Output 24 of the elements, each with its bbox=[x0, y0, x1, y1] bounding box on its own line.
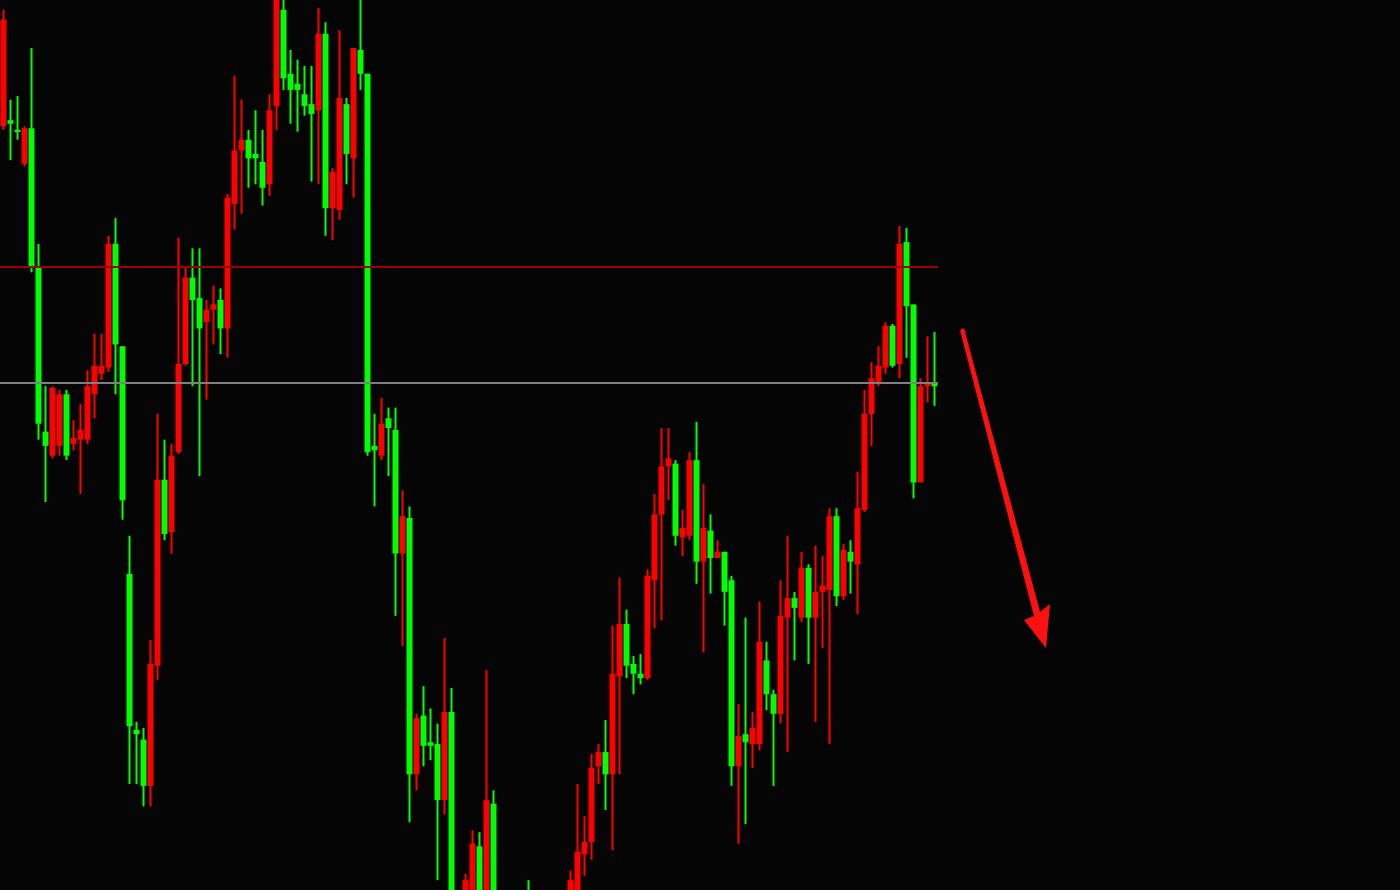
candlestick bbox=[707, 513, 714, 595]
candlestick bbox=[735, 702, 742, 845]
candlestick bbox=[399, 489, 406, 648]
candlestick bbox=[378, 396, 385, 462]
candlestick bbox=[21, 125, 28, 168]
candlestick bbox=[476, 831, 483, 890]
candlestick bbox=[791, 590, 798, 662]
candlestick bbox=[700, 483, 707, 654]
candlestick bbox=[840, 542, 847, 601]
candlestick bbox=[217, 287, 224, 356]
candlestick bbox=[847, 539, 854, 595]
candlestick bbox=[294, 58, 301, 133]
candlestick bbox=[469, 829, 476, 890]
candlestick bbox=[889, 322, 896, 369]
candlestick bbox=[308, 64, 315, 183]
candlestick bbox=[812, 544, 819, 723]
candlestick bbox=[574, 783, 581, 890]
candlestick bbox=[196, 247, 203, 478]
candlestick bbox=[784, 534, 791, 754]
candlestick bbox=[420, 685, 427, 768]
candlestick bbox=[140, 727, 147, 808]
candlestick bbox=[742, 616, 749, 826]
candlestick bbox=[602, 719, 609, 811]
candlestick bbox=[7, 98, 14, 162]
